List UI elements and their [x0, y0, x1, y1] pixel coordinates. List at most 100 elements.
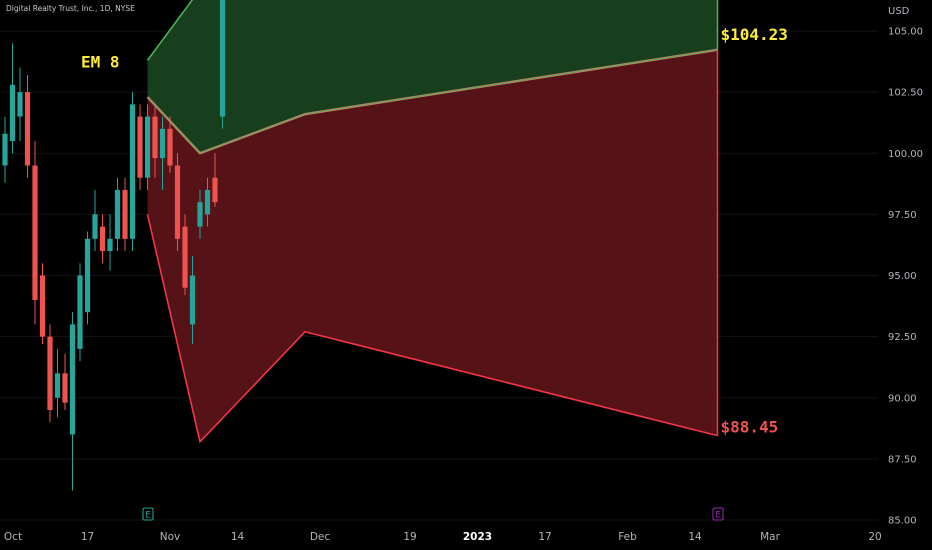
candle[interactable] [24, 75, 31, 178]
candle-body [92, 214, 98, 239]
candle[interactable] [92, 189, 98, 252]
earnings-icon-box [712, 507, 724, 521]
candle[interactable] [152, 104, 158, 178]
candle-body [62, 373, 68, 403]
time-tick: 17 [538, 531, 551, 543]
earnings-icon-box [142, 507, 154, 521]
candle-body [32, 165, 38, 300]
upper-band-line [146, 0, 194, 61]
candlesticks [2, 0, 226, 491]
candle[interactable] [77, 263, 83, 362]
lower-band-line [146, 214, 718, 444]
candle[interactable] [107, 214, 113, 271]
candle[interactable] [212, 153, 218, 208]
candle[interactable] [182, 214, 188, 296]
em-label: EM 8 [81, 52, 120, 71]
candle-body [24, 92, 31, 166]
middle-target-label: $104.23 [721, 25, 788, 44]
time-tick: Mar [760, 531, 780, 543]
candle[interactable] [189, 255, 196, 344]
time-tick: 17 [81, 531, 94, 543]
candle-body [69, 324, 76, 435]
middle-line-green [147, 49, 718, 155]
candle[interactable] [137, 104, 143, 190]
candle-body [39, 275, 46, 337]
expected-move-lines [146, 0, 719, 444]
candle[interactable] [114, 177, 121, 252]
time-tick: 14 [688, 531, 702, 543]
price-tick: 105.00 [888, 27, 923, 38]
candle-body [47, 336, 53, 410]
time-tick: Dec [310, 531, 331, 543]
candle-body [129, 104, 136, 239]
upper-zone [147, 0, 718, 154]
time-tick: Feb [618, 531, 637, 543]
candle-body [137, 116, 143, 178]
time-axis[interactable]: Oct 17 Nov 14 Dec 19 2023 17 Feb 14 Mar 20 [0, 528, 932, 550]
price-tick: 100.00 [888, 149, 923, 160]
candle[interactable] [54, 348, 61, 418]
candle[interactable] [219, 0, 226, 129]
candle-body [159, 128, 166, 159]
candle-body [204, 189, 211, 215]
band-labels: EM 8$123.74$104.23$88.45 [81, 25, 788, 437]
time-tick: 2023 [463, 531, 492, 543]
candle[interactable] [17, 67, 23, 142]
price-tick: 90.00 [888, 393, 917, 404]
candle[interactable] [47, 324, 53, 423]
currency-label: USD [888, 6, 910, 17]
time-tick: 20 [868, 531, 881, 543]
candle-body [9, 84, 16, 142]
candle-body [174, 165, 181, 239]
time-tick: Nov [160, 531, 181, 543]
earnings-icon[interactable]: E [142, 507, 154, 521]
earnings-icon-letter: E [715, 511, 720, 521]
candle-body [17, 92, 23, 117]
time-axis-bg [0, 528, 932, 550]
candle-body [182, 226, 188, 288]
candle[interactable] [204, 177, 211, 227]
candle[interactable] [129, 92, 136, 252]
candle-body [197, 202, 203, 227]
price-tick: 92.50 [888, 332, 917, 343]
price-tick: 95.00 [888, 271, 917, 282]
candle-body [189, 275, 196, 325]
candle[interactable] [39, 263, 46, 344]
time-tick: 19 [403, 531, 416, 543]
price-axis-bg [878, 0, 932, 550]
candle[interactable] [197, 189, 203, 239]
candle[interactable] [122, 177, 128, 252]
candle-body [144, 116, 151, 178]
lower-zone [147, 49, 718, 442]
price-tick: 87.50 [888, 454, 917, 465]
price-tick: 102.50 [888, 88, 923, 99]
time-tick: 14 [231, 531, 245, 543]
candle[interactable] [84, 231, 91, 325]
price-tick: 97.50 [888, 210, 917, 221]
candle-body [99, 226, 106, 252]
candle[interactable] [2, 116, 8, 183]
chart-title: Digital Realty Trust, Inc., 1D, NYSE [6, 4, 135, 13]
candle[interactable] [9, 43, 16, 154]
candle-body [212, 177, 218, 203]
candle-body [152, 116, 158, 159]
earnings-icon[interactable]: E [712, 507, 724, 521]
price-axis[interactable]: USD125.00122.50120.00117.50115.00112.501… [878, 0, 932, 550]
candle[interactable] [32, 141, 38, 325]
candle-body [2, 133, 8, 166]
time-tick: Oct [4, 531, 22, 543]
candle[interactable] [69, 312, 76, 491]
candle[interactable] [99, 214, 106, 264]
candle-body [107, 238, 113, 252]
candle-body [114, 189, 121, 239]
candle-body [167, 128, 173, 166]
candle[interactable] [167, 116, 173, 173]
candle[interactable] [174, 153, 181, 252]
earnings-icon-letter: E [145, 511, 150, 521]
candle-body [54, 373, 61, 398]
candle[interactable] [159, 116, 166, 190]
candle[interactable] [62, 353, 68, 410]
candle[interactable] [144, 104, 151, 190]
